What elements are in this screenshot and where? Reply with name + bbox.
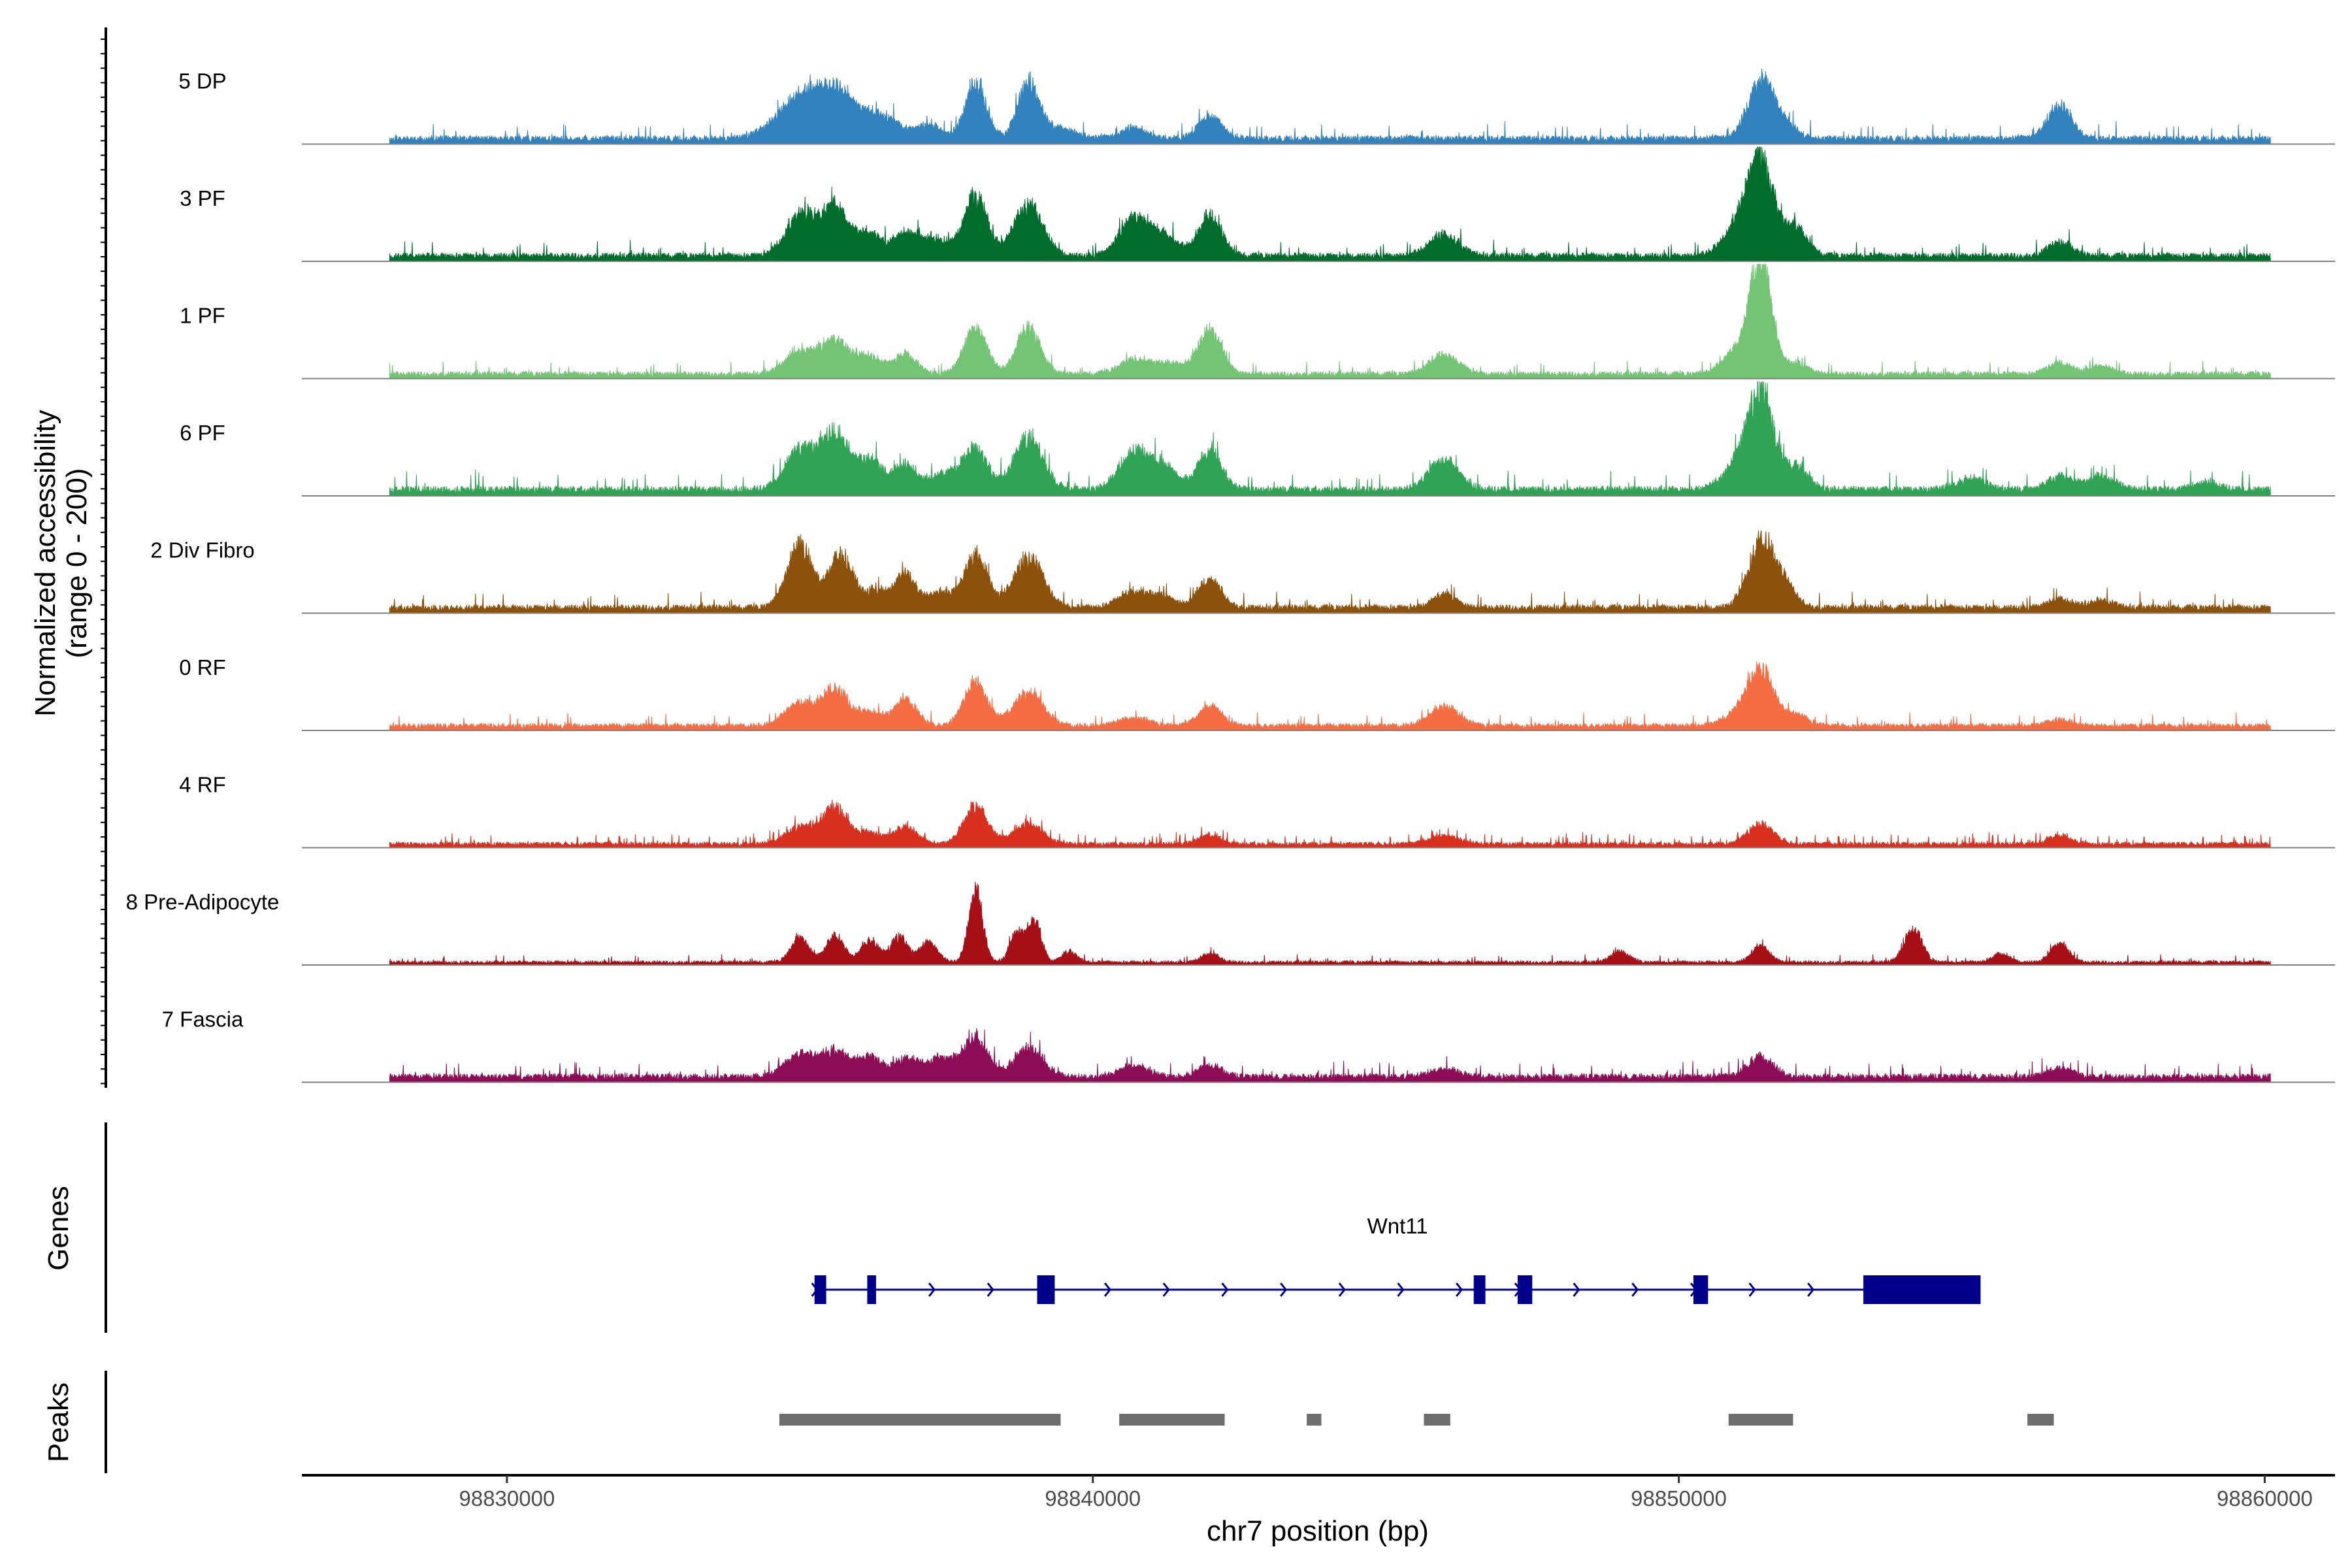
peak-region bbox=[1119, 1414, 1225, 1426]
track-4-rf: 4 RF bbox=[179, 773, 2335, 849]
coverage-area bbox=[389, 661, 2271, 731]
x-axis-title: chr7 position (bp) bbox=[1207, 1515, 1429, 1547]
track-label: 4 RF bbox=[179, 773, 226, 797]
gene-exon bbox=[867, 1275, 876, 1304]
strand-arrow bbox=[1280, 1282, 1288, 1297]
track-label: 7 Fascia bbox=[162, 1007, 244, 1032]
track-label: 3 PF bbox=[180, 186, 225, 210]
strand-arrow bbox=[1456, 1282, 1463, 1297]
strand-arrow bbox=[1807, 1282, 1815, 1297]
coverage-tracks: 5 DP 3 PF 1 PF 6 PF 2 Div Fibro 0 RF 4 RF 8 Pre… bbox=[126, 68, 2335, 1083]
track-2-div-fibro: 2 Div Fibro bbox=[150, 530, 2335, 614]
track-label: 5 DP bbox=[178, 69, 226, 93]
track-0-rf: 0 RF bbox=[179, 655, 2335, 731]
coverage-y-ticks bbox=[101, 39, 106, 1085]
strand-arrow bbox=[1103, 1282, 1112, 1297]
strand-arrow bbox=[1748, 1282, 1756, 1297]
coverage-area bbox=[389, 263, 2271, 379]
coverage-area bbox=[389, 1028, 2271, 1083]
x-tick-label: 98840000 bbox=[1045, 1486, 1141, 1511]
peak-region bbox=[1424, 1414, 1450, 1426]
track-7-fascia: 7 Fascia bbox=[162, 1007, 2335, 1083]
coverage-area bbox=[389, 800, 2271, 848]
x-tick-label: 98860000 bbox=[2217, 1486, 2313, 1511]
track-8-pre-adipocyte: 8 Pre-Adipocyte bbox=[126, 881, 2335, 966]
gene-track: Wnt11 bbox=[811, 1214, 1981, 1304]
coverage-area bbox=[389, 146, 2271, 262]
coverage-area bbox=[389, 530, 2271, 613]
track-label: 1 PF bbox=[180, 304, 225, 328]
gene-name-label: Wnt11 bbox=[1367, 1214, 1428, 1238]
strand-arrow bbox=[987, 1282, 994, 1297]
strand-arrow bbox=[928, 1282, 936, 1297]
strand-arrow bbox=[1397, 1282, 1405, 1297]
track-1-pf: 1 PF bbox=[180, 263, 2335, 380]
strand-arrow bbox=[1221, 1282, 1229, 1297]
gene-exon bbox=[1863, 1275, 1981, 1304]
gene-exon bbox=[814, 1275, 826, 1304]
coverage-area bbox=[389, 881, 2271, 966]
peak-region bbox=[2027, 1414, 2054, 1426]
coverage-area bbox=[389, 68, 2271, 144]
track-5-dp: 5 DP bbox=[178, 68, 2335, 145]
gene-exon bbox=[1037, 1275, 1055, 1304]
y-axis-title-line1: Normalized accessibility bbox=[29, 410, 61, 716]
strand-arrow bbox=[1631, 1282, 1639, 1297]
peak-region bbox=[779, 1414, 1061, 1426]
x-axis-ticks: 98830000 98840000 98850000 98860000 bbox=[459, 1475, 2313, 1511]
gene-exon bbox=[1693, 1275, 1708, 1304]
x-tick-label: 98850000 bbox=[1631, 1486, 1727, 1511]
peak-region bbox=[1728, 1414, 1793, 1426]
track-label: 8 Pre-Adipocyte bbox=[126, 890, 280, 914]
gene-exon bbox=[1473, 1275, 1486, 1304]
strand-arrow bbox=[1338, 1282, 1346, 1297]
track-6-pf: 6 PF bbox=[180, 381, 2335, 497]
y-axis-title-line2: (range 0 - 200) bbox=[61, 468, 93, 658]
strand-arrow bbox=[1162, 1282, 1170, 1297]
track-label: 2 Div Fibro bbox=[150, 538, 255, 563]
track-label: 6 PF bbox=[180, 421, 225, 445]
peak-region bbox=[1307, 1414, 1322, 1426]
peak-track bbox=[779, 1414, 2054, 1426]
genes-track-label: Genes bbox=[42, 1186, 74, 1271]
strand-arrow bbox=[1573, 1282, 1580, 1297]
track-3-pf: 3 PF bbox=[180, 146, 2335, 262]
track-label: 0 RF bbox=[179, 655, 226, 679]
x-tick-label: 98830000 bbox=[459, 1486, 555, 1511]
coverage-area bbox=[389, 381, 2271, 497]
gene-exon bbox=[1517, 1275, 1533, 1304]
peaks-track-label: Peaks bbox=[42, 1382, 74, 1462]
